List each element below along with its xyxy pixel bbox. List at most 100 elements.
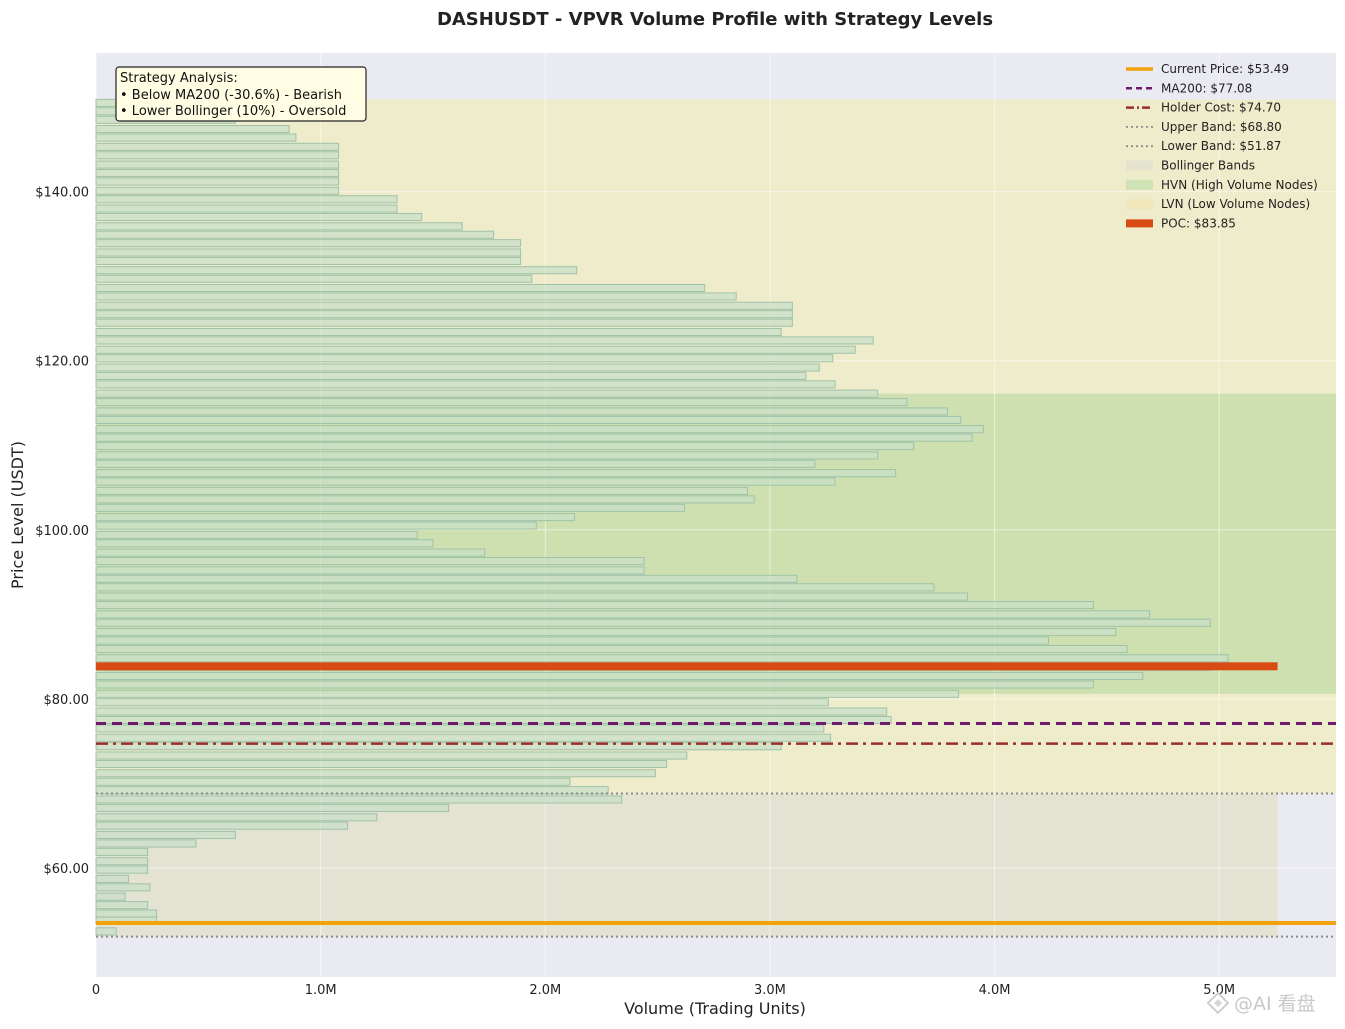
- volume-bar-31: [95, 654, 1229, 663]
- volume-bar-57: [95, 425, 984, 434]
- legend-item-3: Upper Band: $68.80: [1126, 120, 1282, 134]
- volume-bar-50: [95, 486, 748, 495]
- volume-bar-52: [95, 469, 897, 478]
- volume-bar-70: [95, 310, 793, 319]
- legend-swatch-7: [1126, 199, 1153, 210]
- volume-bar-66: [95, 345, 856, 354]
- volume-bar-22: [95, 733, 832, 742]
- volume-bar-71: [95, 301, 793, 310]
- volume-bar-18: [95, 769, 656, 778]
- legend-item-5: Bollinger Bands: [1126, 159, 1255, 173]
- legend-swatch-5: [1126, 160, 1153, 171]
- annotation-line-oversold: • Lower Bollinger (10%) - Oversold: [120, 104, 346, 119]
- volume-bar-32: [95, 644, 1128, 654]
- volume-bar-20: [95, 751, 688, 760]
- volume-bar-76: [95, 256, 522, 266]
- volume-bar-41: [95, 566, 645, 575]
- volume-bar-0: [95, 927, 117, 936]
- volume-bar-44: [95, 539, 434, 548]
- annotation-title: Strategy Analysis:: [120, 71, 238, 86]
- volume-bar-37: [95, 600, 1094, 610]
- y-tick-label-1: $80.00: [44, 693, 90, 708]
- volume-bar-89: [95, 142, 340, 151]
- legend-swatch-6: [1126, 179, 1153, 190]
- x-axis-ticks: 0 1.0M 2.0M 3.0M 4.0M 5.0M: [92, 983, 1235, 998]
- volume-bar-81: [95, 212, 423, 222]
- volume-bar-54: [95, 451, 879, 460]
- volume-bar-46: [95, 521, 537, 530]
- y-tick-label-2: $100.00: [35, 524, 89, 539]
- volume-bar-45: [95, 530, 418, 539]
- volume-bar-79: [95, 230, 495, 239]
- volume-bar-86: [95, 168, 340, 178]
- volume-bar-14: [95, 803, 450, 812]
- volume-bar-4: [95, 892, 126, 901]
- legend-item-8: POC: $83.85: [1126, 216, 1236, 230]
- legend-item-0: Current Price: $53.49: [1126, 62, 1289, 76]
- volume-bar-26: [95, 698, 829, 707]
- x-tick-label-3: 3.0M: [754, 983, 786, 998]
- volume-bar-5: [95, 883, 151, 892]
- volume-bar-3: [95, 901, 149, 910]
- volume-bar-38: [95, 592, 969, 601]
- x-axis-label: Volume (Trading Units): [624, 999, 806, 1018]
- volume-bar-27: [95, 689, 960, 698]
- volume-bar-73: [95, 283, 706, 293]
- volume-bar-15: [95, 795, 623, 804]
- legend-label-4: Lower Band: $51.87: [1161, 139, 1281, 153]
- volume-bar-84: [95, 186, 340, 195]
- legend-item-6: HVN (High Volume Nodes): [1126, 178, 1318, 192]
- watermark-logo-icon: [1206, 991, 1230, 1015]
- legend-label-2: Holder Cost: $74.70: [1161, 101, 1281, 115]
- volume-bar-7: [95, 865, 149, 874]
- volume-bar-43: [95, 548, 486, 557]
- volume-bar-64: [95, 363, 820, 372]
- volume-bar-74: [95, 274, 533, 283]
- volume-bar-11: [95, 830, 236, 840]
- legend: Current Price: $53.49 MA200: $77.08 Holder…: [1126, 62, 1318, 230]
- poc-bar: [96, 662, 1278, 671]
- volume-bar-56: [95, 433, 973, 442]
- chart-title: DASHUSDT - VPVR Volume Profile with Stra…: [437, 9, 993, 30]
- volume-bar-49: [95, 495, 755, 504]
- volume-bar-55: [95, 442, 915, 451]
- x-tick-label-4: 4.0M: [979, 983, 1011, 998]
- volume-bar-94: [95, 98, 117, 107]
- legend-item-1: MA200: $77.08: [1126, 81, 1252, 95]
- strategy-annotation: Strategy Analysis: • Below MA200 (-30.6%…: [115, 66, 367, 122]
- volume-bar-69: [95, 318, 793, 327]
- watermark-text: @AI 看盘: [1234, 993, 1316, 1015]
- y-tick-label-3: $120.00: [35, 355, 89, 370]
- y-axis-ticks: $60.00 $80.00 $100.00 $120.00 $140.00: [35, 186, 89, 877]
- volume-bar-36: [95, 610, 1151, 619]
- volume-bar-72: [95, 292, 737, 301]
- volume-bar-6: [95, 874, 130, 883]
- volume-bar-29: [95, 671, 1144, 681]
- legend-label-1: MA200: $77.08: [1161, 81, 1252, 95]
- x-tick-label-1: 1.0M: [305, 983, 337, 998]
- legend-item-7: LVN (Low Volume Nodes): [1126, 197, 1310, 211]
- volume-bar-10: [95, 839, 197, 848]
- volume-bar-40: [95, 574, 798, 583]
- legend-label-3: Upper Band: $68.80: [1161, 120, 1282, 134]
- strategy-levels: [96, 662, 1336, 938]
- legend-item-4: Lower Band: $51.87: [1126, 139, 1281, 153]
- x-tick-label-5: 5.0M: [1203, 983, 1235, 998]
- legend-label-6: HVN (High Volume Nodes): [1161, 178, 1318, 192]
- volume-bar-78: [95, 239, 522, 248]
- legend-item-2: Holder Cost: $74.70: [1126, 101, 1281, 115]
- volume-bar-47: [95, 513, 575, 522]
- volume-bar-34: [95, 628, 1117, 637]
- y-tick-label-4: $140.00: [35, 186, 89, 201]
- volume-bar-75: [95, 266, 578, 275]
- legend-label-0: Current Price: $53.49: [1161, 62, 1289, 76]
- volume-bar-58: [95, 415, 962, 424]
- y-axis-label: Price Level (USDT): [8, 441, 27, 589]
- x-tick-label-2: 2.0M: [529, 983, 561, 998]
- legend-label-5: Bollinger Bands: [1161, 159, 1255, 173]
- volume-bar-61: [95, 389, 879, 398]
- volume-bar-39: [95, 583, 935, 592]
- volume-bar-60: [95, 398, 908, 407]
- volume-bar-63: [95, 371, 807, 380]
- volume-bar-51: [95, 477, 836, 486]
